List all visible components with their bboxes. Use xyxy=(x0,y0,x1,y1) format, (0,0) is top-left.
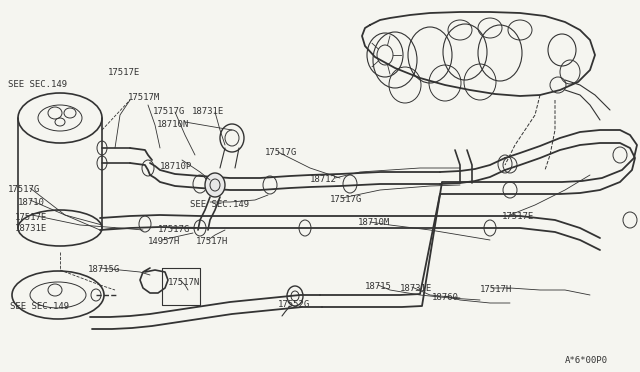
Text: 18710P: 18710P xyxy=(160,162,192,171)
Text: 17517G: 17517G xyxy=(265,148,297,157)
Text: 17517E: 17517E xyxy=(502,212,534,221)
Text: 18715G: 18715G xyxy=(88,265,120,274)
Text: 17517N: 17517N xyxy=(168,278,200,287)
Text: 17517E: 17517E xyxy=(108,68,140,77)
Text: 18731E: 18731E xyxy=(15,224,47,233)
Text: 17517M: 17517M xyxy=(128,93,160,102)
Text: 17517H: 17517H xyxy=(480,285,512,294)
Text: SEE SEC.149: SEE SEC.149 xyxy=(10,302,69,311)
Text: 18715: 18715 xyxy=(365,282,392,291)
Text: 18712: 18712 xyxy=(310,175,337,184)
Text: 18731E: 18731E xyxy=(400,284,432,293)
Text: 18710M: 18710M xyxy=(358,218,390,227)
Text: 18710N: 18710N xyxy=(157,120,189,129)
Text: 18710: 18710 xyxy=(18,198,45,207)
Text: 17517H: 17517H xyxy=(196,237,228,246)
Text: SEE SEC.149: SEE SEC.149 xyxy=(190,200,249,209)
Text: SEE SEC.149: SEE SEC.149 xyxy=(8,80,67,89)
Text: 17552G: 17552G xyxy=(278,300,310,309)
Text: 17517E: 17517E xyxy=(15,213,47,222)
Text: A*6*00P0: A*6*00P0 xyxy=(565,356,608,365)
Text: 17517G: 17517G xyxy=(158,225,190,234)
Text: 18731E: 18731E xyxy=(192,107,224,116)
Text: 14957H: 14957H xyxy=(148,237,180,246)
Text: 17517G: 17517G xyxy=(153,107,185,116)
Text: 18760: 18760 xyxy=(432,293,459,302)
Text: 17517G: 17517G xyxy=(330,195,362,204)
Text: 17517G: 17517G xyxy=(8,185,40,194)
Ellipse shape xyxy=(205,173,225,197)
